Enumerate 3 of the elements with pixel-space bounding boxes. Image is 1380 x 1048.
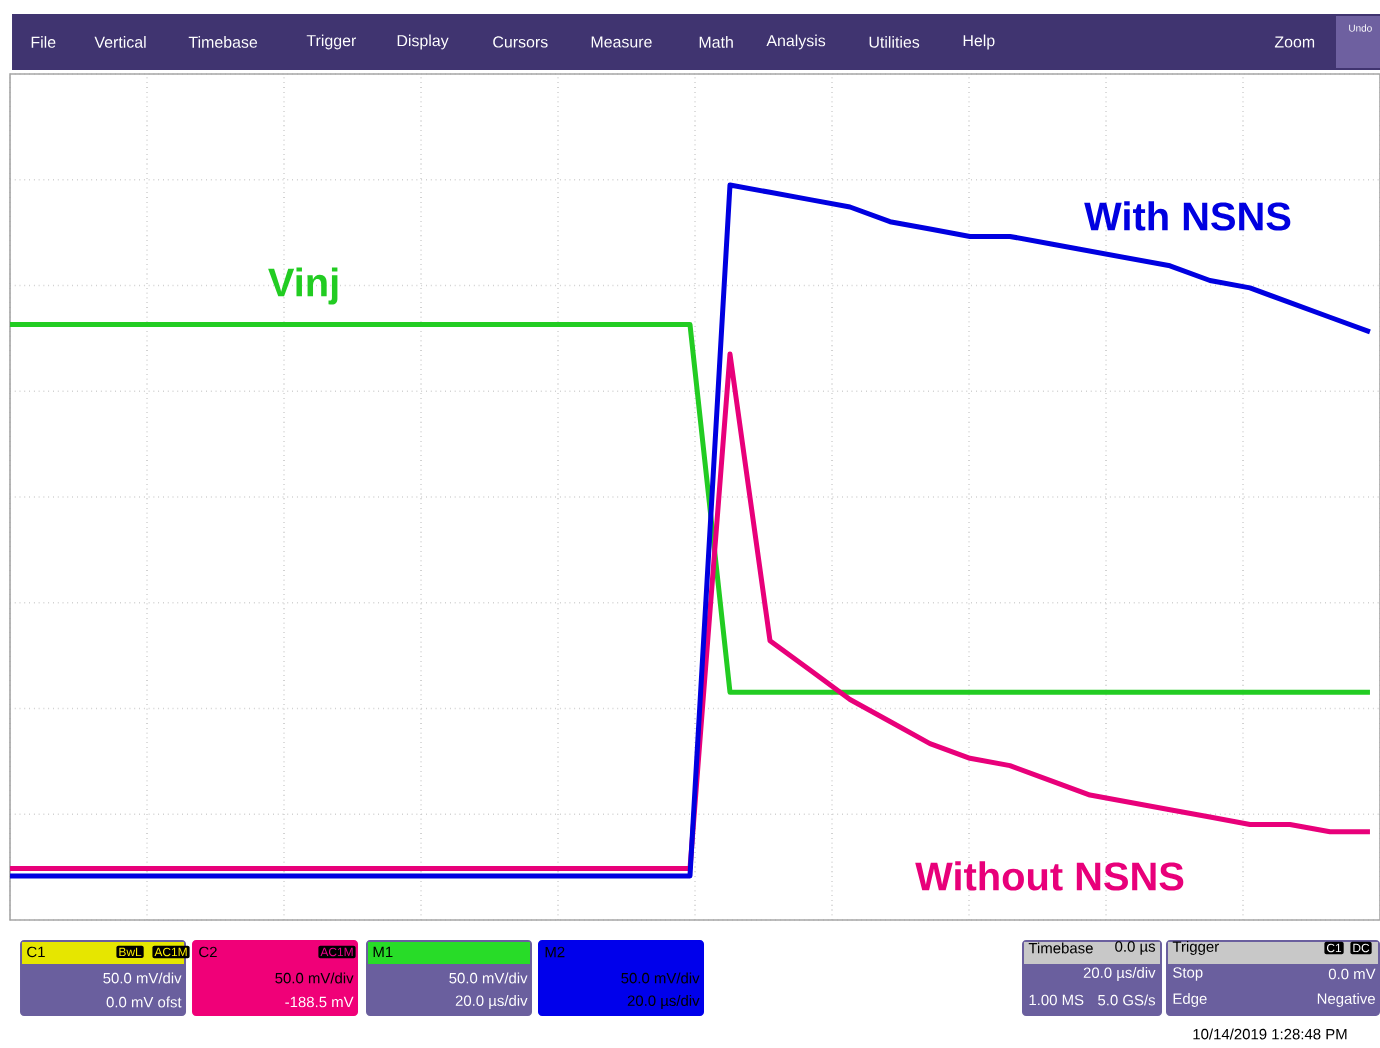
series-label: Vinj [268,267,338,305]
series-label: Without NSNS [915,861,1184,891]
series-label: With NSNS [1084,201,1291,231]
